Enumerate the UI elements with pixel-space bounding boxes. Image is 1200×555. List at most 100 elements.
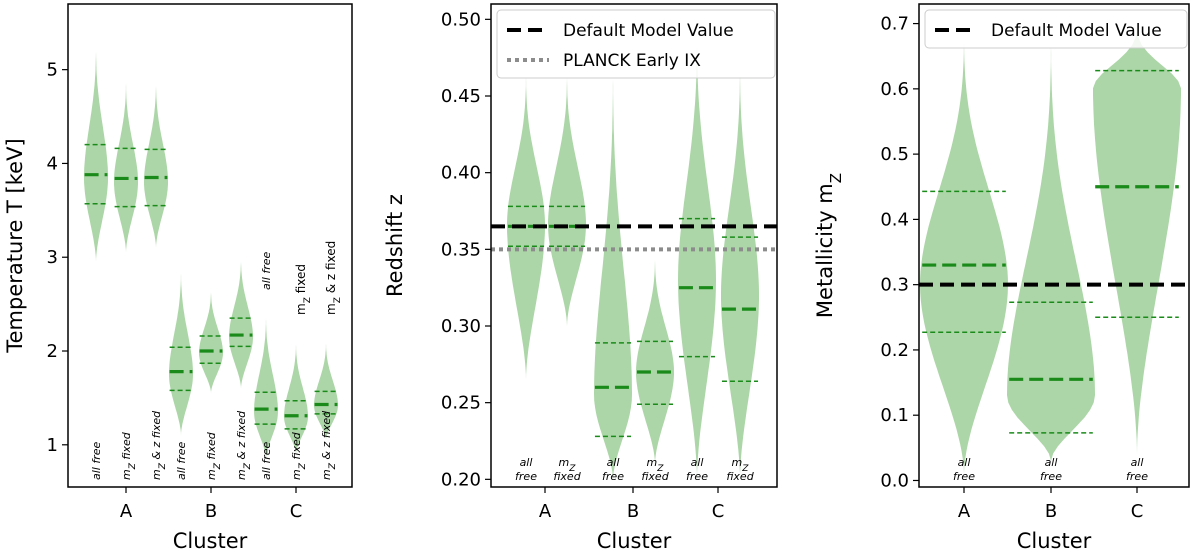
violin-A-3 xyxy=(144,74,168,248)
violin-label-line: all xyxy=(958,456,971,469)
temperature-panel: 1 2 3 4 5 A B C all free mZ fixed mZ & z fixed al… xyxy=(3,3,353,553)
x-tick-label-A: A xyxy=(120,501,133,522)
subscript: Z xyxy=(213,462,223,470)
legend-box xyxy=(496,9,776,79)
subscript: Z xyxy=(333,297,343,303)
violin-B-6 xyxy=(229,252,253,389)
y-tick-label: 0.50 xyxy=(441,9,481,30)
violin-label: all free xyxy=(1126,456,1148,483)
violin-body xyxy=(199,285,223,394)
violin-B-4 xyxy=(169,261,193,436)
subscript: Z xyxy=(741,464,749,474)
y-tick-label: 0.2 xyxy=(880,340,909,361)
violin-label-line: free xyxy=(1040,470,1062,483)
violin-label-line: all xyxy=(691,456,704,469)
y-tick-label: 0.7 xyxy=(880,14,909,35)
violin-A-2 xyxy=(548,65,586,327)
violin-body xyxy=(254,308,278,459)
temperature-x-axis-label: Cluster xyxy=(173,529,248,553)
violin-label-line: all xyxy=(607,456,620,469)
y-tick-label: 0.0 xyxy=(880,470,909,491)
violin-label: all free xyxy=(260,251,273,290)
metallicity-y-ticks: 0.0 0.1 0.2 0.3 0.4 0.5 0.6 0.7 xyxy=(880,14,919,491)
redshift-y-axis-label: Redshift z xyxy=(383,194,407,297)
violin-label: all free xyxy=(953,456,975,483)
y-tick-label: 0.20 xyxy=(441,469,481,490)
metallicity-x-ticks: A B C xyxy=(958,487,1143,522)
violin-label: mZ & z fixed xyxy=(320,410,338,480)
x-tick-label-A: A xyxy=(539,501,552,522)
violin-body xyxy=(636,249,674,464)
violin-label: mZ fixed xyxy=(294,264,313,315)
y-tick-label: 0.30 xyxy=(441,316,481,337)
y-tick-label: 0.4 xyxy=(880,209,909,230)
violin-label-line: all xyxy=(1131,456,1144,469)
violin-body xyxy=(169,261,193,436)
metallicity-x-axis-label: Cluster xyxy=(1017,529,1092,553)
y-tick-label: 3 xyxy=(47,247,58,268)
redshift-y-ticks: 0.20 0.25 0.30 0.35 0.40 0.45 0.50 xyxy=(441,9,491,490)
x-tick-label-B: B xyxy=(627,501,639,522)
violin-label: mZ fixed xyxy=(120,431,138,480)
redshift-axes-frame xyxy=(490,3,778,488)
violin-A-1 xyxy=(920,23,1008,474)
violin-C-8 xyxy=(284,336,308,455)
violin-label: mZ fixed xyxy=(553,456,581,483)
y-tick-label: 0.40 xyxy=(441,163,481,184)
violin-label: all free xyxy=(515,456,537,483)
redshift-x-ticks: A B C xyxy=(539,487,724,522)
y-tick-label: 0.5 xyxy=(880,144,909,165)
subscript: Z xyxy=(303,297,313,303)
x-tick-label-A: A xyxy=(958,501,971,522)
violin-B-2 xyxy=(1007,23,1095,461)
violin-body xyxy=(721,50,759,480)
y-tick-label: 2 xyxy=(47,341,58,362)
violin-C-3 xyxy=(1093,23,1181,455)
violin-body xyxy=(1093,23,1181,455)
violin-label-line: fixed xyxy=(726,470,754,483)
violin-body xyxy=(144,74,168,248)
violin-C-6 xyxy=(721,50,759,480)
violin-body xyxy=(114,74,138,253)
violin-label-line: free xyxy=(602,470,624,483)
temperature-y-ticks: 1 2 3 4 5 xyxy=(47,60,68,456)
x-tick-label-C: C xyxy=(712,501,725,522)
violin-label: all free xyxy=(602,456,624,483)
violin-label: mZ fixed xyxy=(641,456,669,483)
violin-label: all free xyxy=(1040,456,1062,483)
violin-label-line: all xyxy=(520,456,533,469)
temperature-y-axis-label: Temperature T [keV] xyxy=(3,138,27,353)
y-tick-label: 0.6 xyxy=(880,79,909,100)
violin-label-line: fixed xyxy=(641,470,669,483)
violin-body xyxy=(548,65,586,327)
violin-label-line: fixed xyxy=(553,470,581,483)
y-tick-label: 1 xyxy=(47,435,58,456)
redshift-legend: Default Model Value PLANCK Early IX xyxy=(496,9,776,79)
subscript: Z xyxy=(568,464,576,474)
violin-A-1 xyxy=(507,65,545,380)
subscript: Z xyxy=(656,464,664,474)
violin-B-5 xyxy=(199,285,223,394)
redshift-reference-lines xyxy=(491,224,777,252)
violin-A-2 xyxy=(114,74,138,253)
violin-label: mZ & z fixed xyxy=(324,241,343,315)
violin-label: all free xyxy=(260,441,273,480)
x-tick-label-B: B xyxy=(1045,501,1057,522)
violin-C-7 xyxy=(254,308,278,459)
y-tick-label: 0.1 xyxy=(880,405,909,426)
temperature-axes-frame xyxy=(67,3,353,488)
metallicity-violins xyxy=(920,23,1181,474)
metallicity-y-axis-label: Metallicity mZ xyxy=(813,173,845,318)
subscript: Z xyxy=(128,462,138,470)
y-tick-label: 0.45 xyxy=(441,86,481,107)
violin-label: all free xyxy=(90,441,103,480)
violin-label: mZ fixed xyxy=(726,456,754,483)
violin-body xyxy=(1007,23,1095,461)
violin-label: mZ & z fixed xyxy=(150,410,168,480)
violin-body xyxy=(507,65,545,380)
violin-label-line: free xyxy=(686,470,708,483)
violin-label-line: free xyxy=(1126,470,1148,483)
